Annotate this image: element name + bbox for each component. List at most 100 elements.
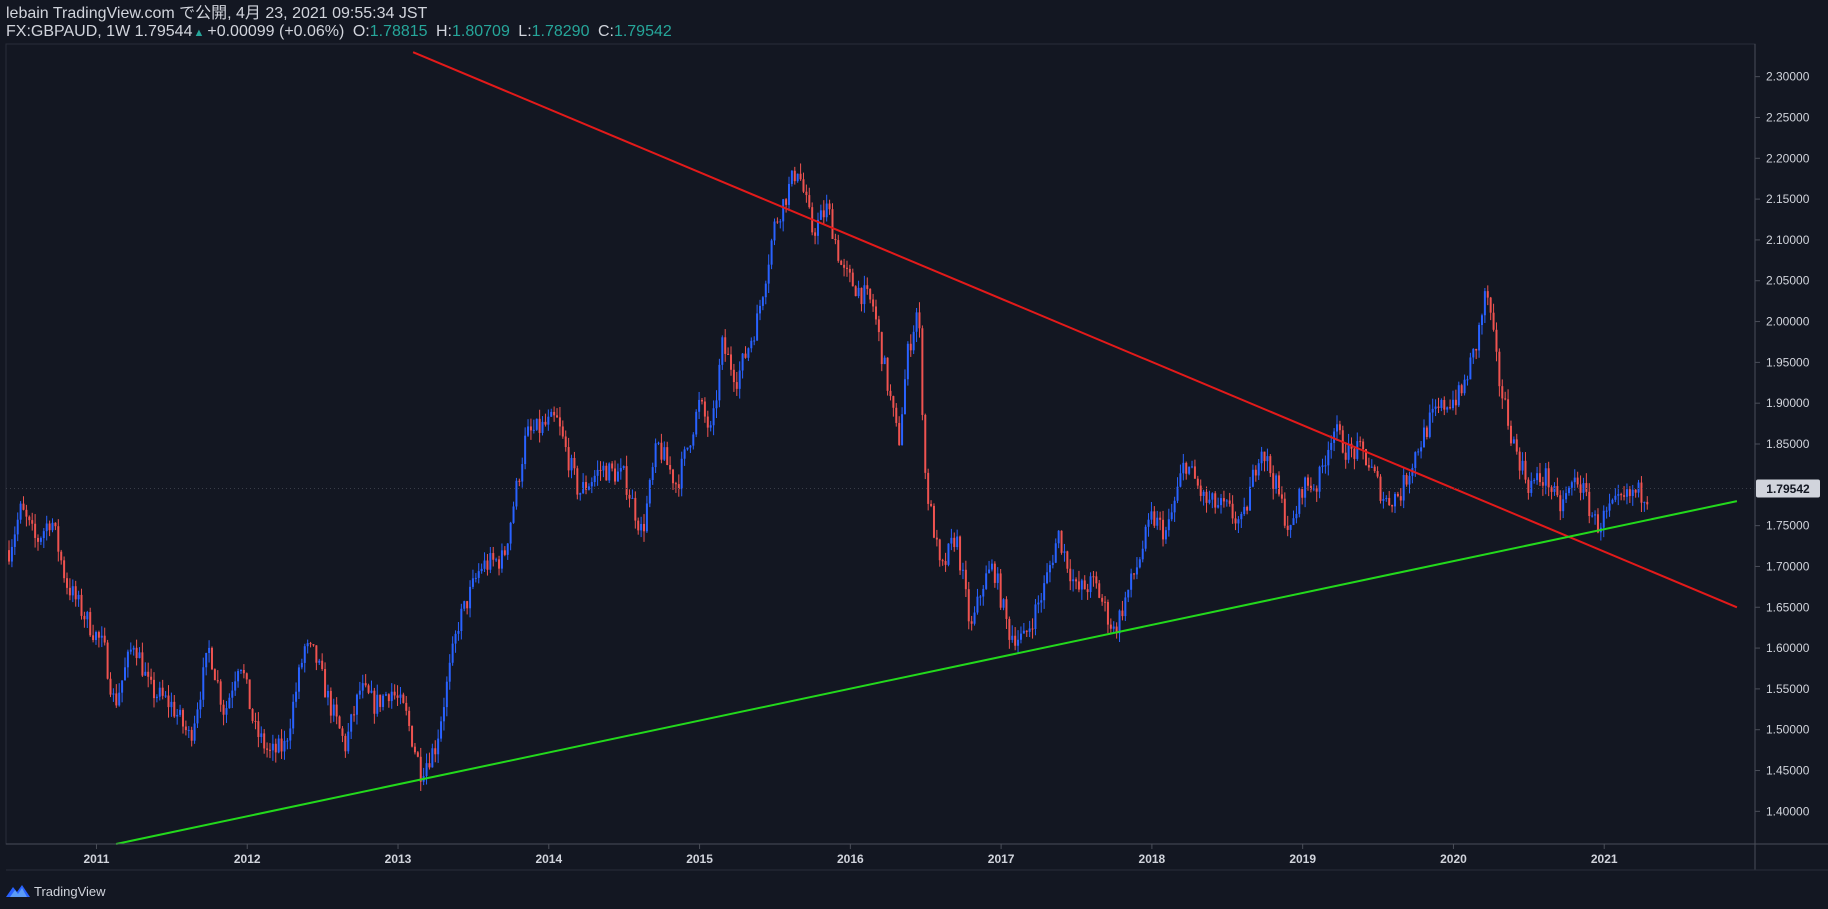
- candle: [1034, 598, 1037, 636]
- candle: [155, 694, 158, 703]
- candle-body: [210, 647, 213, 670]
- candle: [625, 455, 628, 500]
- candle: [631, 489, 634, 499]
- candle-body: [1191, 466, 1194, 468]
- candle-body: [274, 743, 277, 753]
- candle-body: [1083, 580, 1086, 590]
- candle: [1199, 479, 1202, 502]
- candle-body: [1222, 498, 1225, 502]
- candle-body: [712, 408, 715, 426]
- candle-body: [306, 643, 309, 647]
- candle: [1156, 510, 1159, 530]
- candle-body: [1336, 424, 1339, 432]
- candle: [129, 642, 132, 655]
- candle-body: [187, 729, 190, 731]
- candle-body: [332, 704, 335, 716]
- candle-body: [1338, 424, 1341, 431]
- symbol-label[interactable]: FX:GBPAUD, 1W: [6, 23, 131, 40]
- candle: [384, 691, 387, 697]
- candle: [408, 706, 411, 732]
- candle: [1115, 622, 1118, 639]
- candle-body: [1379, 476, 1382, 501]
- candle-body: [280, 738, 283, 752]
- candle-body: [570, 457, 573, 471]
- candle: [1454, 389, 1457, 415]
- candle: [1350, 437, 1353, 458]
- candle: [877, 315, 880, 342]
- candle-body: [886, 357, 889, 391]
- candle-body: [764, 283, 767, 298]
- candle: [54, 522, 57, 531]
- candle: [593, 470, 596, 487]
- candle-body: [1304, 477, 1307, 498]
- candle: [126, 649, 129, 678]
- candle-body: [674, 483, 677, 485]
- candle: [1109, 618, 1112, 634]
- candle-body: [990, 563, 993, 570]
- candle: [1518, 447, 1521, 480]
- candle-body: [358, 690, 361, 695]
- candle-body: [845, 267, 848, 269]
- candle: [1318, 465, 1321, 499]
- candle: [1362, 438, 1365, 460]
- candle-body: [657, 442, 660, 444]
- candle: [532, 419, 535, 434]
- candle: [553, 406, 556, 422]
- candle: [454, 630, 457, 653]
- candle: [729, 346, 732, 376]
- candle: [103, 627, 106, 646]
- tradingview-brand[interactable]: TradingView: [6, 881, 106, 901]
- candle-body: [680, 458, 683, 490]
- candle-body: [590, 482, 593, 487]
- candle-body: [231, 690, 234, 698]
- candle-body: [1289, 525, 1292, 530]
- candle-body: [1602, 510, 1605, 528]
- candle-body: [1220, 498, 1223, 506]
- candle: [608, 462, 611, 483]
- candle-body: [1176, 486, 1179, 501]
- candle-body: [695, 411, 698, 435]
- candle: [611, 461, 614, 472]
- candle: [1170, 503, 1173, 522]
- candle: [956, 529, 959, 550]
- candle: [1196, 475, 1199, 490]
- candle: [48, 520, 51, 537]
- candle: [550, 408, 553, 418]
- candle: [1147, 513, 1150, 537]
- candle-body: [573, 457, 576, 469]
- candle-body: [179, 709, 182, 715]
- candle: [1480, 313, 1483, 335]
- candle-body: [1112, 626, 1115, 629]
- candle-body: [42, 531, 45, 539]
- candle-body: [872, 299, 875, 307]
- candle: [814, 228, 817, 245]
- candle-body: [225, 708, 228, 715]
- candle-body: [721, 337, 724, 365]
- candle: [1565, 486, 1568, 503]
- candle: [1231, 495, 1234, 524]
- candle-body: [387, 694, 390, 702]
- candle: [318, 658, 321, 665]
- candle-body: [254, 720, 257, 722]
- candle-body: [239, 669, 242, 672]
- candle: [1356, 432, 1359, 461]
- candle: [872, 293, 875, 312]
- candle-body: [440, 721, 443, 739]
- candle-body: [34, 523, 37, 538]
- candle: [1399, 488, 1402, 507]
- candle-body: [382, 695, 385, 707]
- candle: [1576, 471, 1579, 488]
- candle-body: [1260, 451, 1263, 464]
- candle: [1179, 464, 1182, 488]
- candle: [558, 406, 561, 436]
- candle-body: [935, 537, 938, 540]
- candle-body: [176, 714, 179, 717]
- candle: [373, 687, 376, 724]
- candle: [34, 514, 37, 548]
- candle-body: [643, 523, 646, 532]
- candle: [1066, 550, 1069, 573]
- candle-body: [608, 463, 611, 481]
- candle-body: [724, 337, 727, 354]
- candle-body: [1640, 482, 1643, 503]
